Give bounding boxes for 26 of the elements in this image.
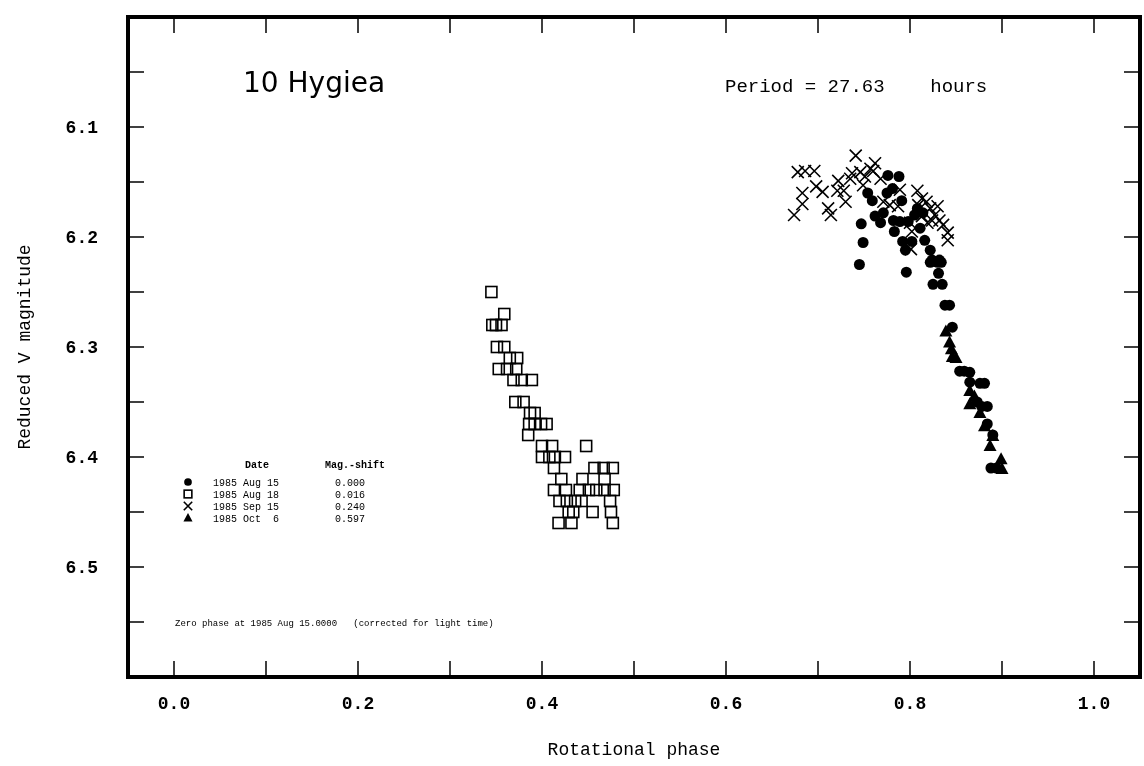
x-tick-label: 0.4: [525, 694, 559, 714]
annotation: Mag.-shift: [325, 460, 386, 471]
legend-title: Date: [245, 460, 270, 471]
legend-label: 1985 Aug 15: [213, 478, 280, 489]
annotation: 0.240: [335, 502, 366, 513]
y-tick-label: 6.4: [65, 448, 99, 469]
text: Period = 27.63 hours: [725, 76, 988, 98]
legend-label: 1985 Sep 15: [213, 502, 280, 513]
y-tick-label: 6.3: [65, 338, 98, 359]
x-tick-label: 0.2: [341, 694, 375, 714]
y-tick-label: 6.5: [65, 558, 98, 579]
x-tick-label: 0.6: [709, 694, 743, 714]
annotation: 0.016: [335, 490, 366, 501]
x-tick-label: 1.0: [1077, 694, 1111, 714]
annotation: Zero phase at 1985 Aug 15.0000 (corrected for light time): [175, 619, 494, 629]
text: 10 Hygiea: [243, 66, 386, 99]
legend-label: 1985 Oct 6: [213, 514, 280, 525]
x-tick-label: 0.0: [157, 694, 191, 714]
y-axis-title: Reduced V magnitude: [15, 244, 35, 450]
x-tick-label: 0.8: [893, 694, 927, 714]
annotation: 0.000: [335, 478, 366, 489]
legend-label: 1985 Aug 18: [213, 490, 280, 501]
annotation: 0.597: [335, 514, 366, 525]
x-axis-title: Rotational phase: [547, 740, 721, 760]
y-tick-label: 6.2: [65, 228, 98, 249]
y-tick-label: 6.1: [65, 118, 99, 139]
